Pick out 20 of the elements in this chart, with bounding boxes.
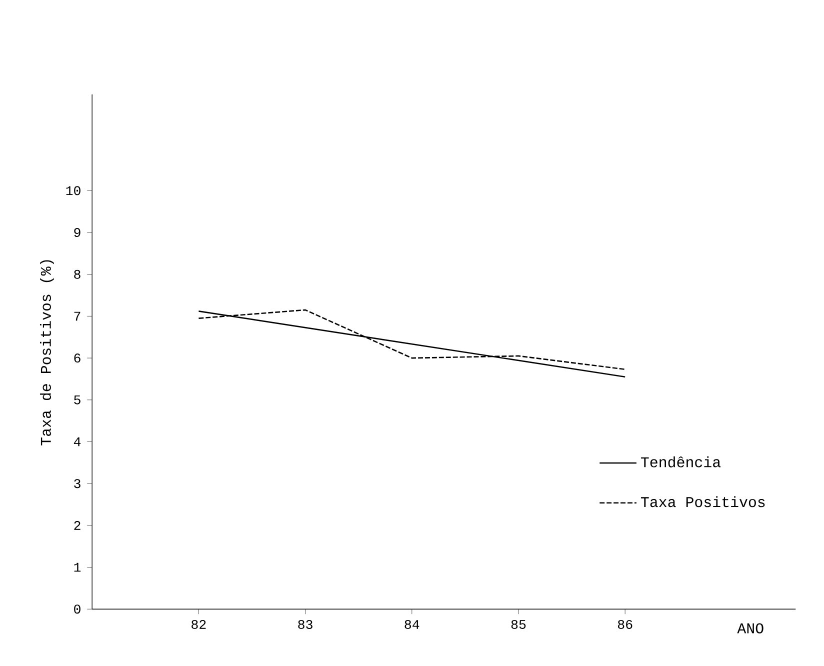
y-tick-label: 0 [74,604,80,614]
y-tick-label: 10 [66,186,80,196]
x-tick-label: 84 [404,620,420,630]
x-tick-label: 85 [511,620,526,630]
y-tick-label: 1 [74,563,81,572]
legend-label: Tendência [640,456,721,468]
y-tick-label: 5 [74,396,80,404]
y-tick-label: 2 [74,521,80,530]
y-tick-label: 4 [74,437,81,446]
y-tick-label: 7 [74,312,80,321]
y-tick-label: 8 [74,270,80,279]
x-tick-label: 83 [298,620,312,630]
y-tick-label: 9 [74,228,80,238]
x-axis-title: ANO [737,623,764,634]
y-tick-label: 3 [74,479,80,488]
y-tick-label: 6 [74,354,80,363]
y-axis-title: Taxa de Positivos (%) [40,260,54,446]
x-tick-label: 82 [192,620,206,630]
legend-label: Taxa Positivos [640,496,765,508]
x-tick-label: 86 [618,620,632,630]
